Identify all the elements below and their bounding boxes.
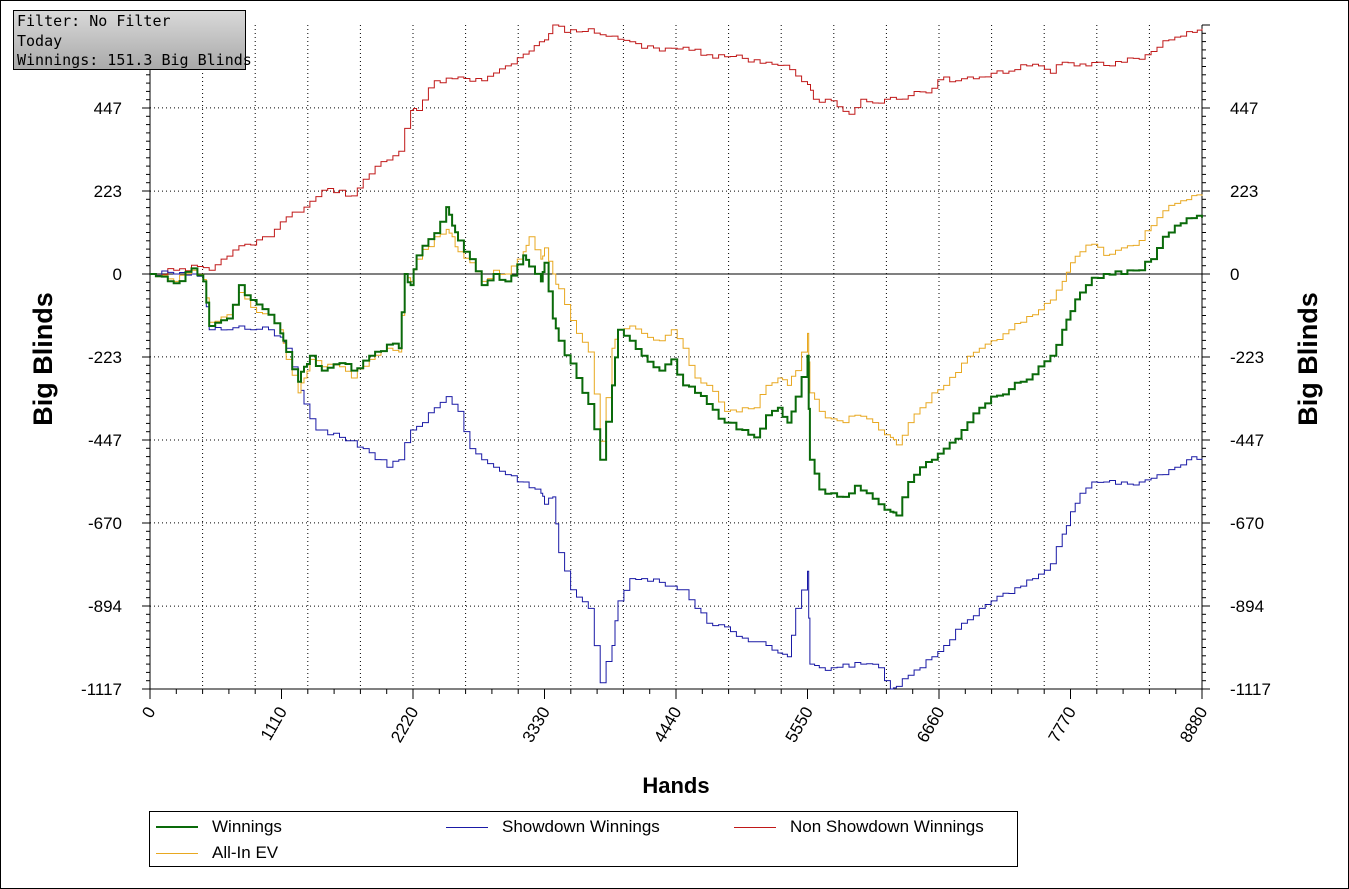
y-tick-label-right: -670	[1230, 514, 1264, 533]
legend-swatch-allin-ev	[156, 852, 198, 854]
legend-swatch-showdown	[446, 826, 488, 828]
y-tick-label-left: -447	[88, 431, 122, 450]
filter-info-box: Filter: No Filter Today Winnings: 151.3 …	[13, 10, 252, 70]
y-tick-label-right: -894	[1230, 597, 1264, 616]
legend-item-allin-ev: All-In EV	[156, 842, 278, 864]
x-tick-label: 4440	[650, 704, 685, 746]
x-tick-label: 6660	[913, 704, 948, 746]
y-tick-label-left: -894	[88, 597, 122, 616]
x-tick-label: 0	[138, 704, 159, 722]
grid-lines	[150, 25, 1202, 690]
y-tick-label-right: 447	[1230, 99, 1258, 118]
axes	[142, 24, 1210, 699]
axis-labels: 447 447 223 223 0 0 -223 -223 -447 -447 -670 -670 -8…	[81, 99, 1271, 746]
series-showdown	[150, 270, 1203, 690]
x-tick-label: 8880	[1176, 704, 1211, 746]
legend-label-showdown: Showdown Winnings	[502, 817, 660, 836]
winnings-summary: Winnings: 151.3 Big Blinds	[17, 51, 252, 69]
date-range-label: Today	[17, 31, 63, 50]
x-tick-label: 7770	[1045, 704, 1080, 746]
legend-item-showdown: Showdown Winnings	[446, 816, 660, 838]
y-tick-label-left: -1117	[81, 680, 122, 699]
y-axis-title-left: Big Blinds	[28, 292, 58, 426]
x-tick-label: 3330	[519, 704, 554, 746]
y-tick-label-right: 223	[1230, 182, 1258, 201]
legend-swatch-non-showdown	[734, 826, 776, 828]
series-winnings	[150, 206, 1203, 517]
legend-label-allin-ev: All-In EV	[212, 843, 279, 862]
y-tick-label-right: -1117	[1230, 680, 1271, 699]
y-tick-label-left: 0	[113, 265, 122, 284]
filter-label: Filter: No Filter	[17, 12, 171, 30]
legend-item-non-showdown: Non Showdown Winnings	[734, 816, 984, 838]
legend-item-winnings: Winnings	[156, 816, 282, 838]
x-tick-label: 2220	[387, 704, 422, 746]
y-axis-title-right: Big Blinds	[1293, 292, 1323, 426]
series-lines	[150, 24, 1203, 690]
y-tick-label-right: -223	[1230, 348, 1264, 367]
y-tick-label-right: -447	[1230, 431, 1264, 450]
x-tick-label: 1110	[257, 704, 291, 744]
y-tick-label-left: 447	[94, 99, 122, 118]
y-tick-label-right: 0	[1230, 265, 1239, 284]
legend: Winnings Showdown Winnings Non Showdown …	[149, 811, 1018, 867]
y-tick-label-left: -670	[88, 514, 122, 533]
y-tick-label-left: -223	[88, 348, 122, 367]
x-axis-title: Hands	[642, 773, 709, 798]
y-tick-label-left: 223	[94, 182, 122, 201]
legend-label-winnings: Winnings	[212, 817, 282, 836]
legend-label-non-showdown: Non Showdown Winnings	[790, 817, 984, 836]
x-tick-label: 5550	[782, 704, 817, 746]
series-allin-ev	[150, 194, 1203, 446]
legend-swatch-winnings	[156, 826, 198, 828]
series-non-showdown	[150, 24, 1203, 276]
